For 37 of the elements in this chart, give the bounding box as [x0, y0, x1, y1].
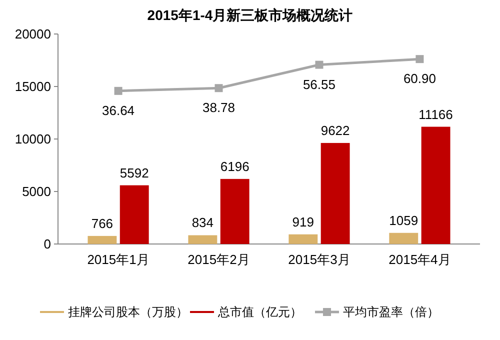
- data-label: 9622: [320, 122, 350, 138]
- y-tick-label: 20000: [14, 26, 51, 42]
- bar: [120, 185, 149, 244]
- point: [114, 86, 122, 95]
- data-label: 36.64: [102, 102, 135, 118]
- data-label: 1059: [389, 212, 418, 228]
- bar: [320, 142, 350, 244]
- x-tick-label: 2015年3月: [288, 252, 350, 267]
- data-label: 56.55: [302, 76, 336, 92]
- point: [315, 60, 324, 69]
- bar: [421, 126, 450, 244]
- data-label: 60.90: [403, 71, 436, 86]
- data-label: 5592: [120, 165, 149, 180]
- x-tick-label: 2015年1月: [87, 252, 150, 267]
- point: [214, 84, 223, 92]
- bar: [88, 236, 117, 244]
- data-label: 766: [91, 216, 114, 231]
- data-label: 834: [192, 215, 214, 230]
- data-label: 6196: [220, 158, 250, 174]
- legend-label: 平均市盈率（倍）: [343, 305, 439, 320]
- bar: [188, 235, 218, 244]
- legend-label: 挂牌公司股本（万股）: [68, 305, 188, 320]
- data-label: 38.78: [202, 100, 236, 116]
- bar: [288, 234, 318, 244]
- legend-label: 总市值（亿元）: [217, 305, 302, 320]
- bar: [389, 232, 418, 244]
- x-tick-label: 2015年4月: [388, 252, 451, 267]
- y-tick-label: 0: [44, 236, 51, 252]
- chart-title: 2015年1-4月新三板市场概况统计: [147, 7, 353, 23]
- y-tick-label: 5000: [22, 184, 51, 200]
- data-label: 919: [292, 214, 314, 230]
- point: [416, 55, 424, 64]
- y-tick-label: 10000: [14, 132, 51, 147]
- bar: [220, 178, 250, 244]
- data-label: 11166: [418, 106, 453, 122]
- x-tick-label: 2015年2月: [188, 252, 250, 267]
- y-tick-label: 15000: [14, 79, 51, 94]
